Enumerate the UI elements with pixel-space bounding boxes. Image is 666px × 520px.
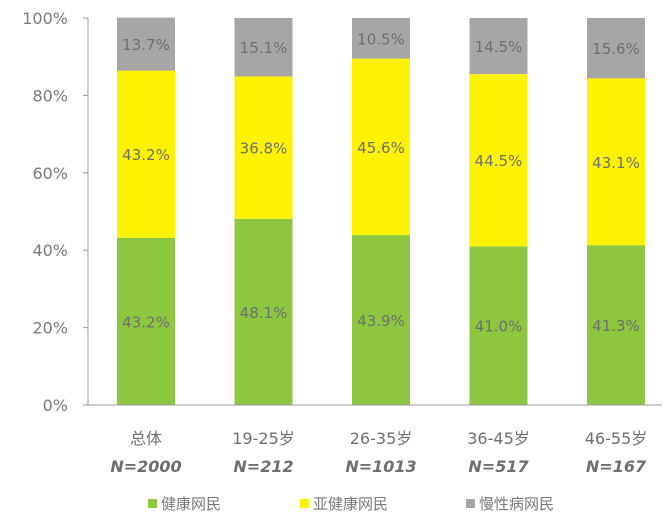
- bar-segment: [234, 218, 293, 405]
- x-category-label: 36-45岁: [467, 429, 530, 448]
- y-tick-label: 80%: [32, 86, 68, 105]
- bar-segment: [234, 18, 293, 77]
- y-tick-label: 100%: [22, 9, 68, 28]
- x-sample-size-label: N=1013: [345, 457, 416, 476]
- x-sample-size-label: N=517: [468, 457, 529, 476]
- data-label: 45.6%: [357, 139, 405, 157]
- bar-segment: [234, 76, 293, 219]
- x-category-label: 19-25岁: [232, 429, 295, 448]
- x-sample-size-label: N=167: [586, 457, 647, 476]
- data-label: 44.5%: [475, 152, 523, 170]
- bar-segment: [352, 58, 410, 236]
- bar-stack: 43.9% 45.6% 10.5%: [352, 18, 410, 405]
- bar-stack: 41.0% 44.5% 14.5%: [469, 18, 528, 405]
- y-tick-label: 60%: [32, 164, 68, 183]
- y-tick-label: 0%: [43, 396, 68, 415]
- data-label: 14.5%: [475, 38, 523, 56]
- x-sample-size-label: N=2000: [110, 457, 181, 476]
- bar-stack: 43.2% 43.2% 13.7%: [117, 17, 175, 405]
- legend-swatch: [466, 499, 475, 508]
- x-axis: 总体 N=2000 19-25岁 N=212 26-35岁 N=1013 36-45岁 N=5…: [88, 404, 662, 476]
- legend-label: 慢性病网民: [479, 495, 554, 513]
- y-tick-label: 40%: [32, 241, 68, 260]
- data-label: 36.8%: [240, 140, 288, 158]
- y-tick-label: 20%: [32, 319, 68, 338]
- legend-item: 慢性病网民: [466, 495, 554, 513]
- bar-segment: [352, 18, 410, 59]
- legend-swatch: [148, 499, 157, 508]
- x-category-label: 总体: [130, 429, 162, 448]
- legend-label: 健康网民: [161, 495, 221, 513]
- y-axis: 0% 20% 40% 60% 80% 100%: [22, 9, 89, 415]
- data-label: 15.1%: [240, 39, 288, 57]
- bar-stack: 41.3% 43.1% 15.6%: [587, 18, 645, 405]
- legend-label: 亚健康网民: [313, 495, 388, 513]
- data-label: 41.0%: [475, 318, 523, 336]
- legend-item: 亚健康网民: [300, 495, 388, 513]
- legend: 健康网民 亚健康网民 慢性病网民: [148, 495, 554, 513]
- data-label: 41.3%: [592, 317, 640, 335]
- data-label: 10.5%: [357, 30, 405, 48]
- bar-segment: [117, 70, 175, 238]
- bar-segment: [469, 74, 528, 247]
- data-label: 48.1%: [240, 304, 288, 322]
- data-label: 43.1%: [592, 154, 640, 172]
- legend-swatch: [300, 499, 309, 508]
- x-category-label: 26-35岁: [350, 429, 413, 448]
- data-label: 15.6%: [592, 40, 640, 58]
- legend-item: 健康网民: [148, 495, 221, 513]
- bar-segment: [469, 246, 528, 405]
- data-label: 43.2%: [122, 146, 170, 164]
- bar-segment: [469, 18, 528, 75]
- bar-segment: [352, 235, 410, 405]
- bar-segment: [117, 237, 175, 405]
- bar-stack: 48.1% 36.8% 15.1%: [234, 18, 293, 405]
- data-label: 43.2%: [122, 313, 170, 331]
- data-label: 43.9%: [357, 312, 405, 330]
- bar-segment: [117, 17, 175, 71]
- data-label: 13.7%: [122, 36, 170, 54]
- bar-segment: [587, 18, 645, 79]
- bar-segment: [587, 78, 645, 246]
- bar-segment: [587, 245, 645, 405]
- x-category-label: 46-55岁: [585, 429, 648, 448]
- x-sample-size-label: N=212: [233, 457, 293, 476]
- bars: 43.2% 43.2% 13.7% 48.1% 36.8% 15.1% 43.9% 45.6%…: [117, 17, 645, 405]
